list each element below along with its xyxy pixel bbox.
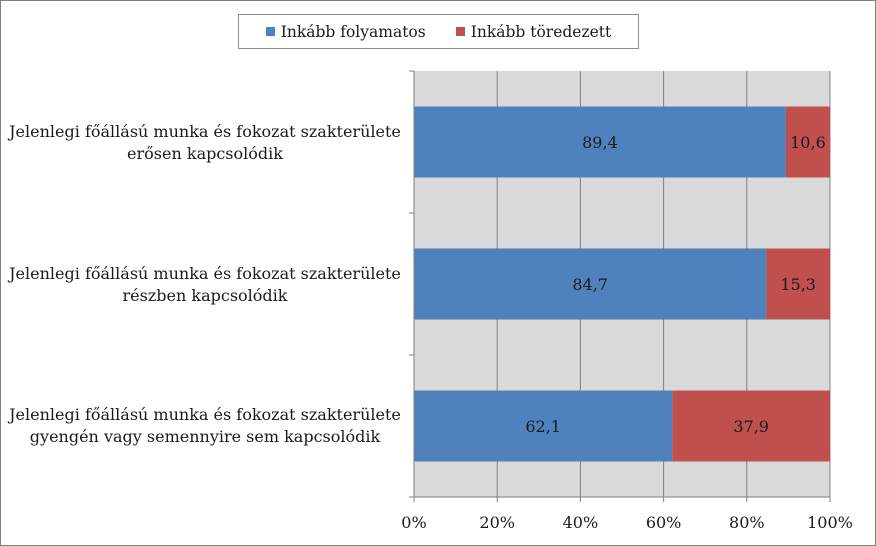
bar-label-3-series-1: 62,1 <box>525 417 561 436</box>
bar-1-series-1 <box>414 106 786 178</box>
category-label-2: Jelenlegi főállású munka és fokozat szak… <box>9 263 401 307</box>
bar-2-series-1 <box>414 248 767 320</box>
tick-label-x-2: 40% <box>563 513 599 532</box>
tick-label-x-3: 60% <box>646 513 682 532</box>
category-label-2-line-1: Jelenlegi főállású munka és fokozat szak… <box>9 264 401 283</box>
legend-item-toredezett: Inkább töredezett <box>455 22 612 41</box>
category-label-3-line-1: Jelenlegi főállású munka és fokozat szak… <box>9 405 401 424</box>
bar-1-series-2 <box>785 106 830 178</box>
legend-label-toredezett: Inkább töredezett <box>470 22 612 41</box>
legend: Inkább folyamatos Inkább töredezett <box>238 14 639 49</box>
category-label-1-line-1: Jelenlegi főállású munka és fokozat szak… <box>9 122 401 141</box>
bar-3-series-1 <box>414 390 673 462</box>
category-label-1: Jelenlegi főállású munka és fokozat szak… <box>9 121 401 165</box>
legend-swatch-toredezett <box>455 27 465 36</box>
legend-item-folyamatos: Inkább folyamatos <box>265 22 426 41</box>
bar-label-1-series-1: 89,4 <box>582 133 618 152</box>
bar-label-3-series-2: 37,9 <box>733 417 769 436</box>
category-label-2-line-2: részben kapcsolódik <box>122 286 288 305</box>
tick-label-x-5: 100% <box>807 513 853 532</box>
bar-label-1-series-2: 10,6 <box>790 133 826 152</box>
legend-label-folyamatos: Inkább folyamatos <box>280 22 426 41</box>
bar-label-2-series-1: 84,7 <box>572 275 608 294</box>
tick-label-x-0: 0% <box>401 513 426 532</box>
tick-label-x-4: 80% <box>729 513 765 532</box>
legend-swatch-folyamatos <box>265 27 275 36</box>
category-label-3: Jelenlegi főállású munka és fokozat szak… <box>9 404 401 448</box>
category-label-1-line-2: erősen kapcsolódik <box>127 144 283 163</box>
bar-2-series-2 <box>766 248 830 320</box>
bar-label-2-series-2: 15,3 <box>780 275 816 294</box>
bar-3-series-2 <box>672 390 830 462</box>
category-label-3-line-2: gyengén vagy semennyire sem kapcsolódik <box>29 427 381 446</box>
tick-label-x-1: 20% <box>479 513 515 532</box>
